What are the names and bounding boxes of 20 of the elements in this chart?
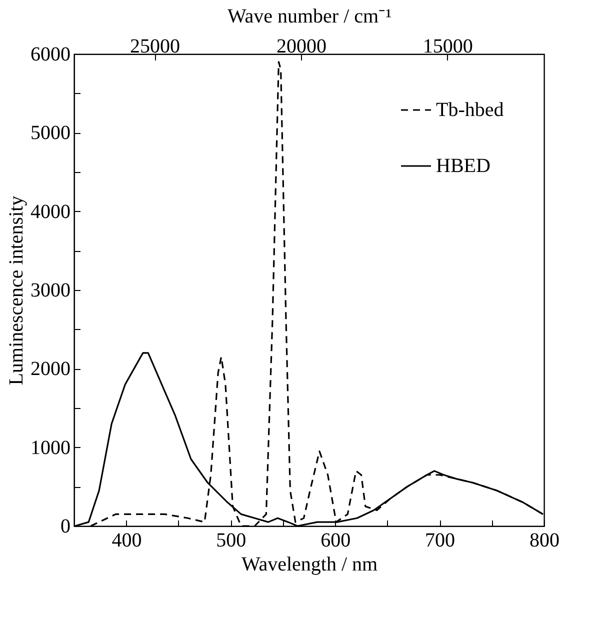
y-axis-title: Luminescence intensity [6, 196, 28, 386]
legend-label: HBED [436, 155, 490, 177]
y-tick-label: 4000 [30, 200, 70, 223]
x-tick-label: 500 [216, 530, 246, 552]
x-axis-title: Wavelength / nm [241, 554, 378, 576]
x2-axis-title: Wave number / cm⁻¹ [227, 6, 392, 28]
x-tick-label: 400 [112, 530, 142, 552]
x2-tick-label: 15000 [422, 36, 473, 58]
y-tick-label: 5000 [30, 122, 70, 144]
x-tick-label: 600 [320, 530, 351, 552]
y-tick-label: 2000 [30, 358, 70, 380]
x-tick-label: 800 [530, 530, 560, 552]
y-tick-label: 6000 [30, 44, 70, 66]
y-tick-label: 0 [60, 516, 70, 538]
x-tick-label: 700 [425, 530, 456, 552]
x2-tick-label: 25000 [130, 36, 180, 58]
x2-tick-label: 20000 [276, 36, 326, 58]
y-tick-label: 1000 [30, 436, 70, 459]
y-tick-label: 3000 [30, 280, 70, 302]
legend-label: Tb-hbed [436, 99, 504, 121]
